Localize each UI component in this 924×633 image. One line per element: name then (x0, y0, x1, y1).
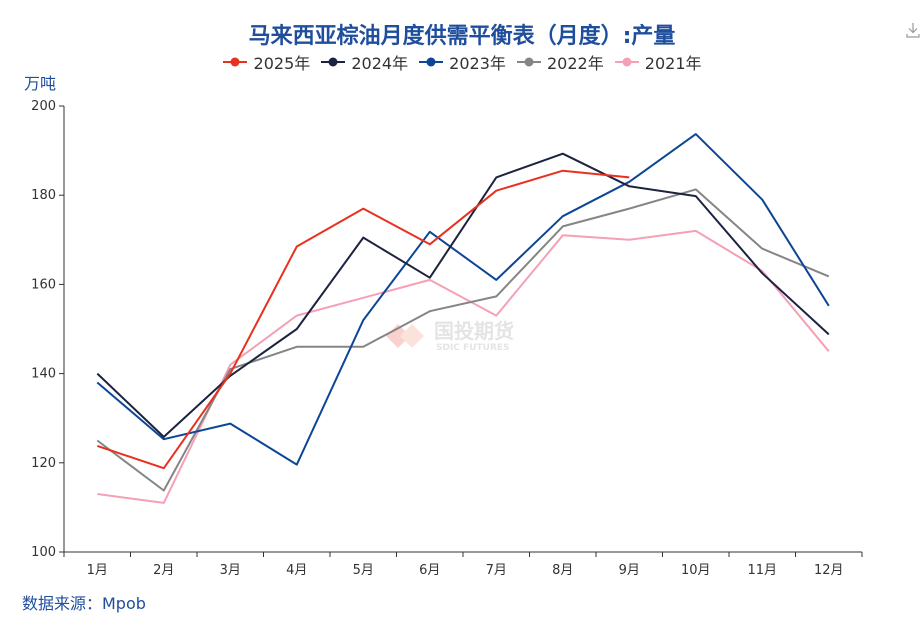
series-line-2024年 (96, 152, 830, 438)
y-tick-label: 120 (31, 456, 56, 471)
y-tick-label: 100 (31, 545, 56, 560)
watermark-text-cn: 国投期货 (434, 319, 514, 343)
x-tick-label: 4月 (286, 563, 307, 578)
series-line-2023年 (96, 133, 830, 466)
x-tick-label: 10月 (681, 563, 711, 578)
x-tick-label: 12月 (814, 563, 844, 578)
x-tick-label: 2月 (153, 563, 174, 578)
legend-item[interactable]: 2024年 (320, 50, 408, 74)
legend-swatch (516, 57, 541, 67)
y-tick-label: 140 (31, 367, 56, 382)
legend-swatch (419, 57, 444, 67)
x-tick-label: 11月 (747, 563, 777, 578)
legend-swatch (614, 57, 639, 67)
series-line-2021年 (97, 229, 830, 504)
legend: 2025年 2024年 2023年 2022年 2021年 (0, 50, 924, 74)
source-note: 数据来源：Mpob (22, 594, 146, 613)
x-tick-label: 7月 (486, 563, 507, 578)
x-tick-label: 6月 (419, 563, 440, 578)
series-line-2025年 (96, 169, 630, 470)
legend-label: 2023年 (444, 54, 506, 73)
y-tick-label: 180 (31, 188, 56, 203)
legend-item[interactable]: 2021年 (614, 50, 702, 74)
legend-swatch (223, 57, 248, 67)
download-icon[interactable] (906, 22, 920, 38)
legend-label: 2022年 (541, 54, 604, 73)
watermark-text-en: SDIC FUTURES (436, 343, 510, 353)
legend-swatch (321, 57, 346, 67)
x-tick-label: 1月 (87, 563, 108, 578)
chart-title: 马来西亚棕油月度供需平衡表（月度）:产量 (248, 24, 676, 49)
legend-label: 2025年 (248, 54, 311, 73)
x-tick-label: 3月 (220, 563, 241, 578)
legend-item[interactable]: 2025年 (222, 50, 310, 74)
y-tick-label: 200 (31, 99, 56, 114)
legend-item[interactable]: 2023年 (418, 50, 506, 74)
watermark-logo-icon (386, 324, 424, 348)
x-tick-label: 9月 (619, 563, 640, 578)
x-tick-label: 8月 (552, 563, 573, 578)
legend-item[interactable]: 2022年 (516, 50, 604, 74)
legend-label: 2024年 (346, 54, 409, 73)
y-axis-unit-label: 万吨 (24, 74, 57, 93)
x-tick-label: 5月 (353, 563, 374, 578)
y-tick-label: 160 (31, 277, 56, 292)
watermark: 国投期货 SDIC FUTURES (386, 319, 514, 353)
legend-label: 2021年 (639, 54, 702, 73)
